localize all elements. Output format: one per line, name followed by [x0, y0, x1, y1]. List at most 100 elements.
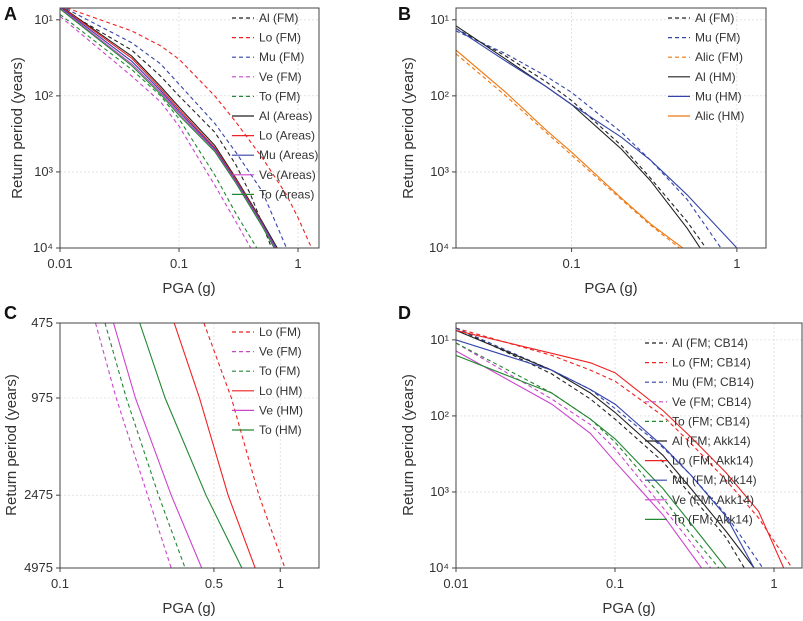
legend-label-d: Ve (FM; Akk14) — [672, 493, 754, 507]
y-ticks-c: 475 975 2475 4975 — [24, 315, 60, 575]
x-axis-label-c: PGA (g) — [162, 600, 215, 617]
panel-letter-b: B — [398, 4, 411, 24]
legend-label-c: Lo (HM) — [259, 384, 302, 398]
legend-label-d: Al (FM; Akk14) — [672, 434, 751, 448]
legend-label-b: Alic (HM) — [695, 109, 744, 123]
x-axis-label-b: PGA (g) — [584, 280, 637, 297]
legend-label-c: To (FM) — [259, 364, 300, 378]
y-tick-label-c: 2475 — [24, 487, 53, 502]
legend-c: Lo (FM) Ve (FM) To (FM) Lo (HM) Ve (HM) To (H… — [232, 325, 303, 437]
x-tick-label-d: 1 — [770, 576, 777, 591]
panel-letter-d: D — [398, 303, 411, 323]
grid-c — [59, 322, 319, 569]
legend-label-a: Mu (Areas) — [259, 148, 318, 162]
series-line-d-al-fm-cb14 — [456, 327, 745, 568]
x-axis-label-a: PGA (g) — [162, 280, 215, 297]
panel-letter-c: C — [4, 303, 17, 323]
series-line-a-lo-areas — [61, 8, 277, 248]
legend-label-a: Lo (FM) — [259, 31, 301, 45]
legend-label-a: Ve (Areas) — [259, 168, 316, 182]
legend-label-a: Al (Areas) — [259, 109, 312, 123]
series-c — [94, 323, 286, 568]
x-ticks-c: 0.1 0.5 1 — [51, 568, 284, 591]
x-tick-label-d: 0.01 — [443, 576, 468, 591]
x-tick-label-b: 1 — [733, 256, 740, 271]
legend-label-c: Ve (HM) — [259, 403, 303, 417]
panel-d: D 0.01 0.1 1 10¹ 10² 10³ 10⁴ Al (FM; CB14) Lo … — [398, 303, 803, 617]
series-b — [456, 25, 738, 248]
series-line-c-to-hm — [139, 323, 243, 568]
legend-d: Al (FM; CB14) Lo (FM; CB14) Mu (FM; CB14) V… — [645, 336, 757, 526]
y-tick-label-c: 975 — [31, 390, 53, 405]
series-line-a-ve-areas — [60, 8, 276, 248]
y-ticks-d: 10¹ 10² 10³ 10⁴ — [429, 332, 456, 575]
y-tick-label-b: 10⁴ — [429, 240, 449, 255]
grid-b — [456, 8, 766, 249]
y-tick-label-a: 10² — [34, 88, 53, 103]
series-line-c-to-fm — [104, 323, 186, 568]
series-line-c-ve-fm — [94, 323, 172, 568]
panel-a: A 0.01 0.1 1 10¹ 10² 10³ 10⁴ Al (FM) Lo (FM) Mu… — [4, 4, 320, 297]
series-line-d-to-fm-akk14 — [456, 354, 727, 568]
legend-b: Al (FM) Mu (FM) Alic (FM) Al (HM) Mu (HM) Ali… — [668, 11, 744, 123]
x-ticks-b: 0.1 1 — [563, 248, 741, 271]
plot-frame-a — [59, 7, 320, 249]
legend-label-a: Lo (Areas) — [259, 129, 315, 143]
y-tick-label-d: 10¹ — [430, 332, 449, 347]
series-line-b-al-fm — [456, 28, 707, 248]
y-ticks-b: 10¹ 10² 10³ 10⁴ — [429, 12, 456, 255]
legend-label-d: To (FM; CB14) — [672, 414, 750, 428]
plot-frame-c — [59, 322, 320, 569]
series-line-d-lo-fm-cb14 — [456, 327, 793, 568]
x-tick-label-b: 0.1 — [563, 256, 581, 271]
legend-label-b: Mu (FM) — [695, 31, 740, 45]
y-tick-label-b: 10³ — [430, 164, 449, 179]
x-tick-label-c: 0.1 — [51, 576, 69, 591]
series-line-c-ve-hm — [112, 323, 203, 568]
legend-label-c: Ve (FM) — [259, 345, 302, 359]
series-line-b-alic-hm — [456, 49, 684, 248]
y-axis-label-d: Return period (years) — [400, 374, 417, 516]
y-tick-label-d: 10⁴ — [429, 560, 449, 575]
y-axis-label-c: Return period (years) — [3, 374, 20, 516]
series-d — [456, 327, 793, 568]
legend-label-a: Al (FM) — [259, 11, 298, 25]
y-tick-label-c: 4975 — [24, 560, 53, 575]
y-tick-label-a: 10⁴ — [33, 240, 53, 255]
y-tick-label-c: 475 — [31, 315, 53, 330]
legend-label-a: To (FM) — [259, 89, 300, 103]
y-tick-label-d: 10³ — [430, 484, 449, 499]
x-ticks-a: 0.01 0.1 1 — [47, 248, 302, 271]
y-tick-label-d: 10² — [430, 408, 449, 423]
y-tick-label-a: 10¹ — [34, 12, 53, 27]
panel-c: C 0.1 0.5 1 475 975 2475 4975 Lo (FM) Ve (FM) T… — [3, 303, 320, 617]
series-line-d-ve-fm-akk14 — [456, 350, 702, 568]
series-line-a-to-fm — [60, 13, 258, 248]
panel-letter-a: A — [4, 4, 17, 24]
series-a — [60, 8, 313, 248]
legend-label-d: Al (FM; CB14) — [672, 336, 748, 350]
y-axis-label-b: Return period (years) — [400, 57, 417, 199]
legend-label-a: Mu (FM) — [259, 50, 304, 64]
legend-label-d: Lo (FM; Akk14) — [672, 454, 753, 468]
legend-label-a: To (Areas) — [259, 187, 314, 201]
x-tick-label-c: 1 — [277, 576, 284, 591]
legend-label-b: Al (FM) — [695, 11, 734, 25]
legend-a: Al (FM) Lo (FM) Mu (FM) Ve (FM) To (FM) Al (A… — [232, 11, 318, 201]
series-line-b-mu-fm — [456, 30, 722, 248]
series-line-a-to-areas — [60, 8, 275, 248]
series-line-d-ve-fm-cb14 — [456, 342, 712, 568]
plot-frame-d — [455, 322, 803, 569]
legend-label-a: Ve (FM) — [259, 70, 302, 84]
legend-label-d: Mu (FM; CB14) — [672, 375, 754, 389]
series-line-c-lo-fm — [203, 323, 286, 568]
series-line-d-lo-fm-akk14 — [456, 329, 785, 568]
x-tick-label-a: 1 — [294, 256, 301, 271]
series-line-a-mu-areas — [60, 8, 277, 248]
y-tick-label-b: 10¹ — [430, 12, 449, 27]
series-line-a-al-areas — [62, 8, 278, 248]
series-line-c-lo-hm — [173, 323, 256, 568]
series-line-b-mu-hm — [456, 28, 738, 248]
x-ticks-d: 0.01 0.1 1 — [443, 568, 778, 591]
x-tick-label-c: 0.5 — [205, 576, 223, 591]
